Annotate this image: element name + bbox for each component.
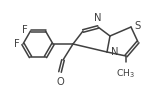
Text: F: F <box>14 39 20 49</box>
Text: N: N <box>94 13 102 23</box>
Text: CH$_3$: CH$_3$ <box>116 67 136 80</box>
Text: F: F <box>22 25 27 35</box>
Text: O: O <box>56 77 64 87</box>
Text: S: S <box>134 21 140 31</box>
Text: N: N <box>111 47 118 57</box>
